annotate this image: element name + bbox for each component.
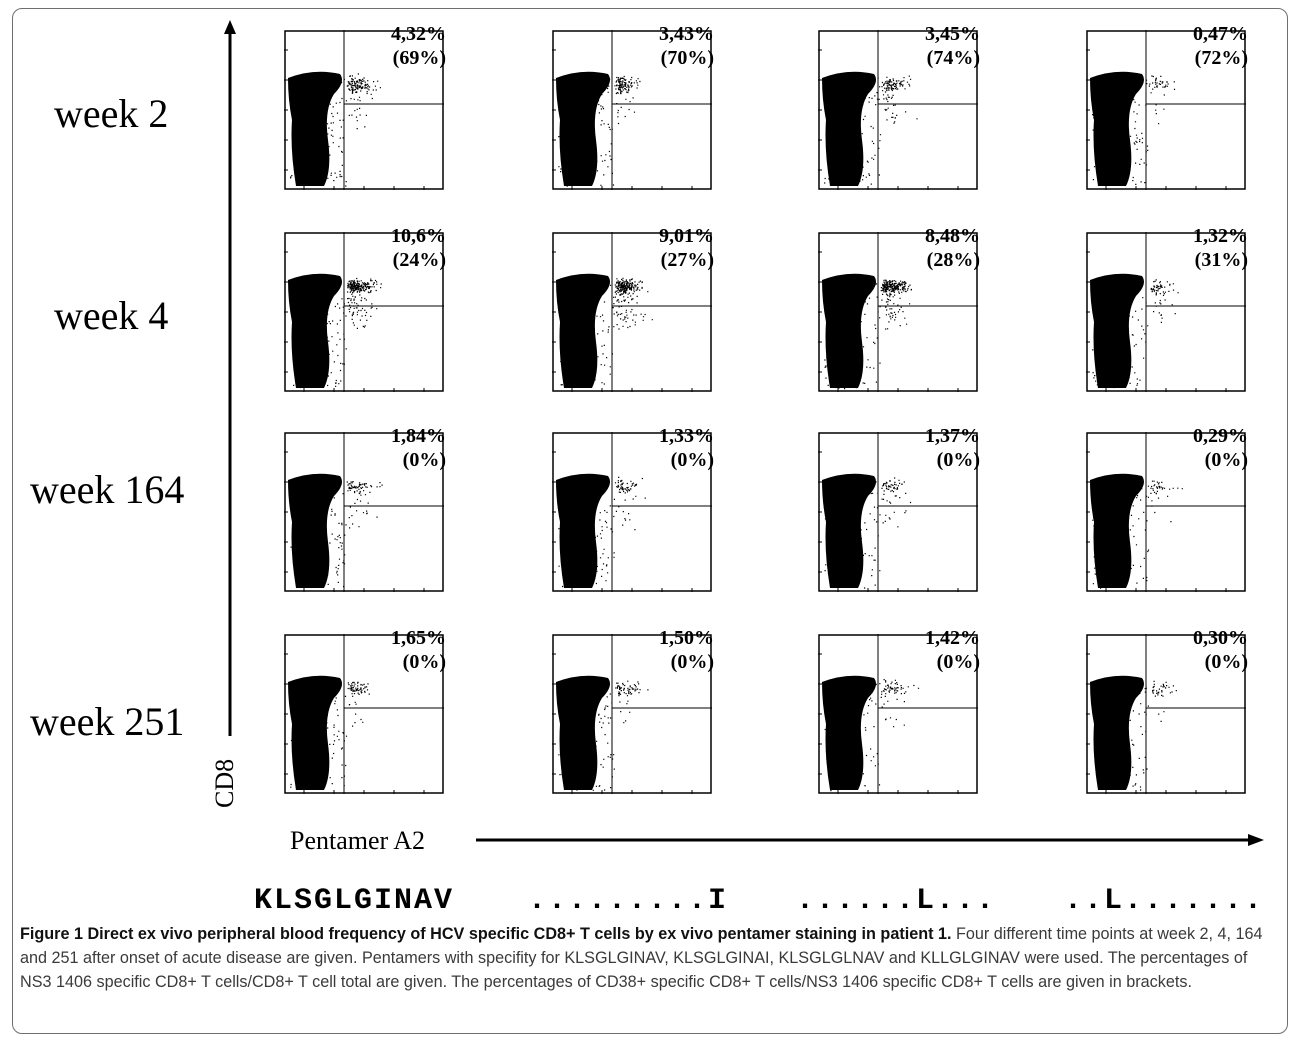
- pentamer-percentage: 8,48%: [925, 225, 980, 247]
- cd38-percentage: (72%): [1194, 47, 1248, 69]
- row-label-week-2: week 2: [54, 91, 169, 136]
- flow-panel: 0,30% (0%): [1086, 627, 1248, 794]
- pentamer-percentage: 9,01%: [659, 225, 714, 247]
- sequence-variant-3: ..L.......: [1064, 884, 1265, 918]
- percentage-label: 3,43% (70%): [659, 22, 714, 70]
- flow-panel: 1,65% (0%): [284, 627, 446, 794]
- pentamer-percentage: 1,65%: [391, 627, 446, 649]
- figure-caption: Figure 1 Direct ex vivo peripheral blood…: [20, 922, 1270, 994]
- flow-panel: 0,47% (72%): [1086, 23, 1248, 190]
- percentage-label: 3,45% (74%): [925, 22, 980, 70]
- pentamer-percentage: 1,37%: [925, 425, 980, 447]
- sequence-variant-1: .........I: [528, 884, 729, 918]
- percentage-label: 1,33% (0%): [659, 424, 714, 472]
- scatter-plot: [1086, 634, 1246, 794]
- percentage-label: 0,29% (0%): [1193, 424, 1248, 472]
- flow-panel: 1,50% (0%): [552, 627, 714, 794]
- caption-title: Figure 1 Direct ex vivo peripheral blood…: [20, 925, 952, 943]
- figure-frame: [12, 8, 1288, 1034]
- flow-panel: 0,29% (0%): [1086, 425, 1248, 592]
- flow-panel: 1,84% (0%): [284, 425, 446, 592]
- x-axis-arrow: [476, 834, 1264, 846]
- pentamer-percentage: 10,6%: [391, 225, 446, 247]
- percentage-label: 1,65% (0%): [391, 626, 446, 674]
- cd38-percentage: (31%): [1194, 249, 1248, 271]
- percentage-label: 0,30% (0%): [1193, 626, 1248, 674]
- y-axis-label: CD8: [210, 758, 239, 808]
- y-axis-arrow: [224, 20, 236, 736]
- pentamer-percentage: 0,29%: [1193, 425, 1248, 447]
- percentage-label: 9,01% (27%): [659, 224, 714, 272]
- scatter-plot: [552, 30, 712, 190]
- cd38-percentage: (70%): [660, 47, 714, 69]
- cd38-percentage: (0%): [670, 651, 714, 673]
- cd38-percentage: (0%): [936, 651, 980, 673]
- scatter-plot: [284, 30, 444, 190]
- cd38-percentage: (28%): [926, 249, 980, 271]
- row-label-week-251: week 251: [30, 699, 185, 744]
- flow-panel: 3,45% (74%): [818, 23, 980, 190]
- flow-panel: 10,6% (24%): [284, 225, 446, 392]
- flow-panel: 4,32% (69%): [284, 23, 446, 190]
- percentage-label: 0,47% (72%): [1193, 22, 1248, 70]
- scatter-plot: [818, 30, 978, 190]
- caption-body: Four different time points at week 2, 4,…: [20, 925, 1263, 991]
- scatter-plot: [284, 232, 444, 392]
- scatter-plot: [552, 232, 712, 392]
- cd38-percentage: (0%): [402, 651, 446, 673]
- scatter-plot: [284, 432, 444, 592]
- pentamer-percentage: 3,43%: [659, 23, 714, 45]
- percentage-label: 4,32% (69%): [391, 22, 446, 70]
- cd38-percentage: (0%): [936, 449, 980, 471]
- cd38-percentage: (69%): [392, 47, 446, 69]
- flow-panel: 1,37% (0%): [818, 425, 980, 592]
- percentage-label: 10,6% (24%): [391, 224, 446, 272]
- flow-panel: 8,48% (28%): [818, 225, 980, 392]
- scatter-plot: [818, 432, 978, 592]
- pentamer-percentage: 0,47%: [1193, 23, 1248, 45]
- scatter-plot: [1086, 30, 1246, 190]
- pentamer-percentage: 3,45%: [925, 23, 980, 45]
- flow-panel: 1,42% (0%): [818, 627, 980, 794]
- scatter-plot: [552, 432, 712, 592]
- sequence-reference: KLSGLGINAV: [254, 884, 455, 918]
- cd38-percentage: (0%): [402, 449, 446, 471]
- scatter-plot: [818, 232, 978, 392]
- percentage-label: 8,48% (28%): [925, 224, 980, 272]
- row-label-week-4: week 4: [54, 293, 169, 338]
- row-label-week-164: week 164: [30, 467, 185, 512]
- pentamer-percentage: 4,32%: [391, 23, 446, 45]
- percentage-label: 1,42% (0%): [925, 626, 980, 674]
- cd38-percentage: (24%): [392, 249, 446, 271]
- cd38-percentage: (0%): [1204, 449, 1248, 471]
- pentamer-percentage: 1,42%: [925, 627, 980, 649]
- scatter-plot: [1086, 232, 1246, 392]
- percentage-label: 1,37% (0%): [925, 424, 980, 472]
- cd38-percentage: (0%): [670, 449, 714, 471]
- flow-panel: 3,43% (70%): [552, 23, 714, 190]
- flow-panel: 1,33% (0%): [552, 425, 714, 592]
- pentamer-percentage: 1,84%: [391, 425, 446, 447]
- cd38-percentage: (74%): [926, 47, 980, 69]
- scatter-plot: [284, 634, 444, 794]
- flow-panel: 9,01% (27%): [552, 225, 714, 392]
- cd38-percentage: (0%): [1204, 651, 1248, 673]
- flow-panel: 1,32% (31%): [1086, 225, 1248, 392]
- scatter-plot: [818, 634, 978, 794]
- scatter-plot: [1086, 432, 1246, 592]
- x-axis-label: Pentamer A2: [290, 826, 426, 855]
- pentamer-percentage: 1,32%: [1193, 225, 1248, 247]
- pentamer-percentage: 0,30%: [1193, 627, 1248, 649]
- cd38-percentage: (27%): [660, 249, 714, 271]
- pentamer-percentage: 1,33%: [659, 425, 714, 447]
- scatter-plot: [552, 634, 712, 794]
- pentamer-percentage: 1,50%: [659, 627, 714, 649]
- percentage-label: 1,50% (0%): [659, 626, 714, 674]
- percentage-label: 1,84% (0%): [391, 424, 446, 472]
- percentage-label: 1,32% (31%): [1193, 224, 1248, 272]
- sequence-variant-2: ......L...: [796, 884, 997, 918]
